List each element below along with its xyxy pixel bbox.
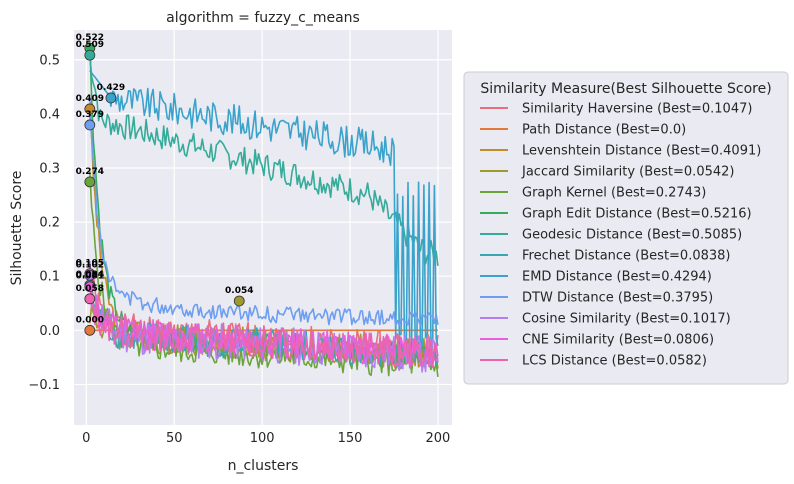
best-markers (84, 42, 245, 336)
best-marker (84, 103, 96, 115)
best-value-label: 0.000 (76, 315, 104, 325)
series-line (89, 97, 439, 327)
x-ticks: 0 50 100 150 200 (82, 431, 450, 446)
legend-entry: Frechet Distance (Best=0.0838) (522, 249, 731, 264)
best-marker (84, 281, 96, 293)
legend-entry: Cosine Similarity (Best=0.1017) (522, 312, 731, 327)
best-value-label: 0.429 (97, 83, 125, 93)
x-tick-label: 0 (82, 431, 90, 446)
legend: Similarity Measure(Best Silhouette Score… (463, 71, 789, 385)
y-ticks: −0.1 0.0 0.1 0.2 0.3 0.4 0.5 (28, 53, 60, 393)
best-marker (84, 269, 96, 281)
best-marker (233, 295, 245, 307)
best-marker (84, 176, 96, 188)
series-lines (89, 43, 439, 377)
legend-entry: DTW Distance (Best=0.3795) (522, 291, 713, 306)
best-value-label: 0.409 (76, 94, 104, 104)
legend-entry: Jaccard Similarity (Best=0.0542) (521, 165, 734, 180)
best-marker (84, 324, 96, 336)
best-value-label: 0.105 (76, 259, 104, 269)
best-value-label: 0.379 (76, 110, 104, 120)
chart-title: algorithm = fuzzy_c_means (166, 10, 360, 26)
best-value-label: 0.084 (76, 270, 104, 280)
series-line (89, 70, 439, 347)
legend-title: Similarity Measure(Best Silhouette Score… (480, 81, 771, 97)
legend-box (463, 71, 789, 385)
legend-entry: CNE Similarity (Best=0.0806) (522, 333, 714, 348)
legend-entry: Path Distance (Best=0.0) (522, 123, 686, 138)
y-axis-label: Silhouette Score (9, 171, 25, 286)
legend-entry: Graph Edit Distance (Best=0.5216) (522, 207, 752, 222)
best-marker (105, 92, 117, 104)
x-tick-label: 200 (426, 431, 451, 446)
legend-entry: EMD Distance (Best=0.4294) (522, 270, 712, 285)
series-line (89, 53, 439, 266)
legend-entry: Similarity Haversine (Best=0.1047) (522, 102, 752, 117)
legend-items: Similarity Haversine (Best=0.1047) Path D… (480, 102, 761, 369)
y-tick-label: −0.1 (28, 378, 60, 393)
best-value-label: 0.522 (76, 33, 104, 43)
best-value-label: 0.081 (76, 272, 104, 282)
y-tick-label: 0.3 (39, 161, 60, 176)
legend-entry: Levenshtein Distance (Best=0.4091) (522, 144, 761, 159)
best-value-label: 0.054 (225, 286, 253, 296)
legend-entry: LCS Distance (Best=0.0582) (522, 354, 707, 369)
legend-entry: Geodesic Distance (Best=0.5085) (522, 228, 742, 243)
y-tick-label: 0.5 (39, 53, 60, 68)
y-tick-label: 0.2 (39, 216, 60, 231)
x-axis-label: n_clusters (228, 458, 299, 474)
x-tick-label: 150 (338, 431, 363, 446)
series-line (89, 290, 439, 368)
best-value-label: 0.274 (76, 167, 104, 177)
y-tick-label: 0.4 (39, 107, 60, 122)
best-value-label: 0.509 (76, 40, 104, 50)
y-tick-label: 0.0 (39, 324, 60, 339)
best-value-label: 0.058 (76, 284, 104, 294)
x-tick-label: 100 (250, 431, 275, 446)
x-tick-label: 50 (166, 431, 183, 446)
best-marker (84, 293, 96, 305)
best-marker (84, 49, 96, 61)
best-value-label: 0.102 (76, 260, 104, 270)
best-marker (84, 119, 96, 131)
legend-entry: Graph Kernel (Best=0.2743) (522, 186, 706, 201)
y-tick-label: 0.1 (39, 270, 60, 285)
